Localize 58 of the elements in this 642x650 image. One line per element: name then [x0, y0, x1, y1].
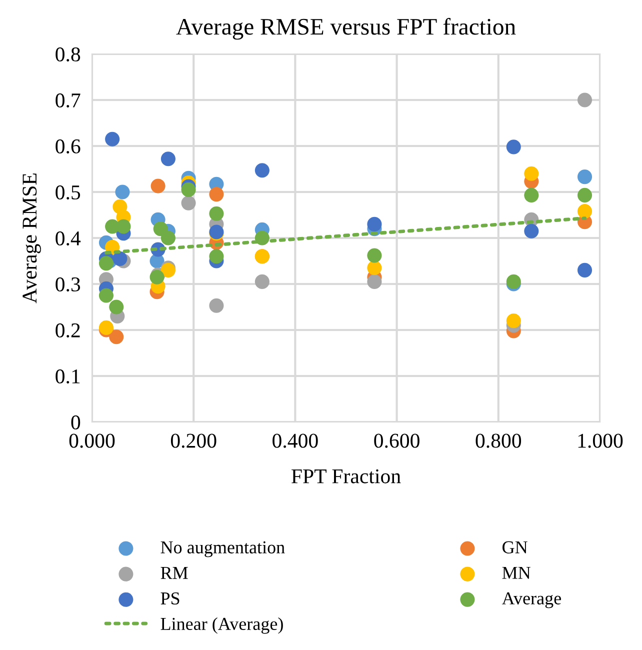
point	[109, 300, 124, 314]
point	[109, 330, 124, 344]
point	[150, 178, 166, 194]
y-tick-label: 0.8	[56, 47, 80, 62]
y-tick-label: 0.3	[56, 277, 80, 292]
point	[116, 219, 131, 234]
x-tick-label: 1.000	[578, 434, 623, 448]
legend-label: MN	[502, 566, 530, 579]
point	[367, 216, 382, 232]
legend-label: No augmentation	[160, 541, 285, 558]
point	[160, 152, 176, 166]
y-tick-label: 0.4	[56, 231, 81, 246]
x-axis-title: FPT Fraction	[292, 469, 401, 484]
point	[577, 262, 592, 278]
x-tick-label: 0.600	[374, 434, 420, 448]
point	[98, 288, 114, 303]
point	[209, 298, 224, 313]
point	[577, 170, 592, 184]
legend-label: Linear (Average)	[160, 617, 283, 634]
point	[112, 251, 128, 266]
point	[577, 204, 592, 219]
y-axis-title: Average RMSE	[22, 174, 41, 304]
point	[367, 248, 382, 263]
y-tick-label: 0.7	[56, 93, 80, 108]
point	[254, 163, 270, 178]
point	[209, 206, 224, 221]
point	[577, 188, 592, 203]
x-tick-label: 0.800	[476, 434, 522, 448]
legend-label: GN	[502, 541, 528, 554]
y-tick-label: 0.5	[56, 185, 80, 200]
point	[98, 256, 114, 271]
point	[115, 184, 130, 200]
legend-label: Average	[502, 592, 561, 608]
point	[367, 274, 382, 289]
y-tick-label: 0	[71, 415, 80, 430]
point	[506, 314, 521, 328]
y-tick-label: 0.2	[56, 323, 80, 338]
point	[254, 274, 270, 289]
point	[209, 187, 224, 202]
point	[181, 196, 196, 210]
chart-title: Average RMSE versus FPT fraction	[176, 18, 516, 40]
x-tick-label: 0.400	[272, 434, 318, 448]
point	[524, 224, 539, 238]
point	[524, 188, 539, 203]
legend-label: PS	[160, 592, 180, 605]
legend-label: RM	[160, 567, 188, 579]
point	[577, 92, 592, 108]
y-tick-label: 0.6	[56, 139, 80, 154]
point	[160, 230, 176, 246]
point	[209, 249, 224, 264]
point	[105, 132, 120, 146]
x-tick-label: 0.000	[69, 434, 115, 448]
point	[181, 182, 196, 197]
point	[367, 260, 382, 276]
y-tick-label: 0.1	[56, 369, 80, 384]
x-tick-label: 0.200	[170, 434, 216, 448]
point	[524, 166, 539, 181]
point	[506, 140, 521, 154]
